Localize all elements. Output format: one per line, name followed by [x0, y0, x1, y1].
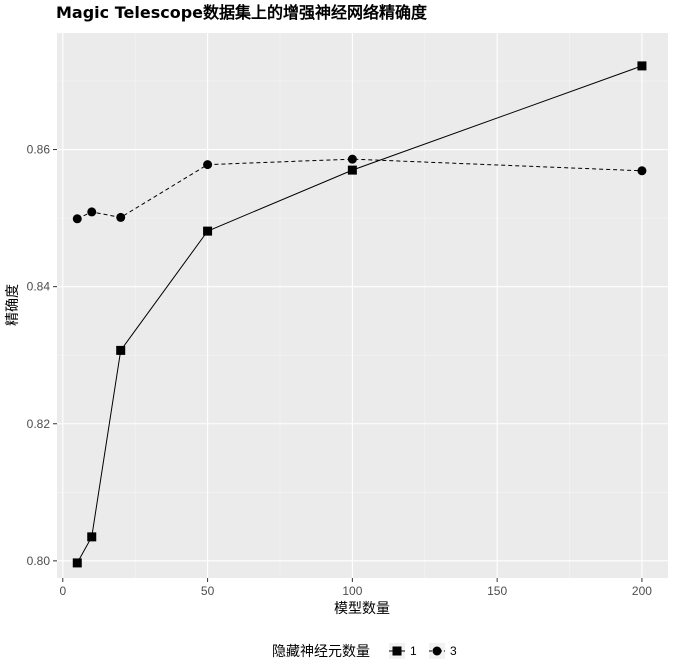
minor-gridlines	[57, 33, 668, 578]
series-3-point	[87, 207, 97, 217]
y-axis: 0.80 0.82 0.84 0.86	[27, 143, 57, 568]
y-tick-label: 0.86	[27, 143, 51, 157]
y-tick-label: 0.82	[27, 417, 51, 431]
series-1-point	[87, 532, 97, 542]
legend-key-1-marker	[392, 646, 402, 656]
series-1-point	[203, 226, 213, 236]
series-3-point	[347, 154, 357, 164]
x-tick-label: 50	[201, 584, 215, 598]
y-axis-title: 精确度	[5, 284, 21, 326]
series-3-point	[116, 212, 126, 222]
legend: 隐藏神经元数量 1 3	[272, 643, 457, 660]
plot-panel	[57, 33, 668, 578]
series-3-point	[72, 214, 82, 224]
series-3-point	[637, 166, 647, 176]
chart-title: Magic Telescope数据集上的增强神经网络精确度	[56, 3, 428, 22]
series-3-point	[203, 160, 213, 170]
x-axis: 0 50 100 150 200	[59, 578, 652, 598]
x-tick-label: 0	[59, 584, 66, 598]
x-axis-title: 模型数量	[334, 601, 390, 617]
series-layer	[72, 61, 647, 568]
x-tick-label: 150	[487, 584, 507, 598]
y-tick-label: 0.80	[27, 554, 51, 568]
legend-title: 隐藏神经元数量	[272, 644, 370, 660]
series-1-point	[116, 345, 126, 355]
x-tick-label: 200	[632, 584, 652, 598]
series-1-point	[637, 61, 647, 71]
legend-label-1: 1	[410, 644, 417, 658]
series-1-point	[347, 165, 357, 175]
series-1-point	[72, 558, 82, 568]
x-tick-label: 100	[342, 584, 362, 598]
legend-label-3: 3	[450, 644, 457, 658]
legend-key-3-marker	[432, 646, 442, 656]
major-gridlines	[57, 33, 668, 578]
y-tick-label: 0.84	[27, 280, 51, 294]
